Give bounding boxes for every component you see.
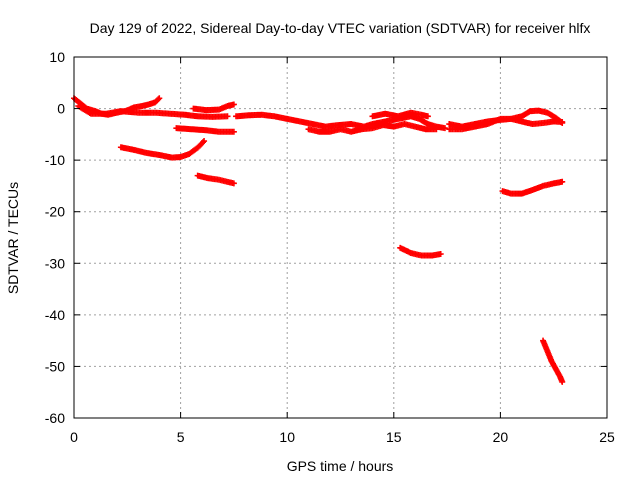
data-point [559, 120, 566, 127]
data-point [433, 126, 440, 133]
plot-frame [73, 56, 608, 419]
y-tick-label: -20 [45, 204, 65, 220]
x-axis-ticks: 0 5 10 15 20 25 [70, 57, 615, 445]
data-point [559, 178, 566, 185]
data-point [230, 128, 237, 135]
data-point [224, 113, 231, 120]
y-tick-label: 0 [57, 101, 65, 117]
data-point [558, 119, 565, 126]
x-tick-label: 25 [599, 429, 615, 445]
y-axis-label: SDTVAR / TECUs [5, 182, 21, 294]
data-point [230, 180, 237, 187]
x-tick-label: 10 [279, 429, 295, 445]
data-point [201, 138, 208, 145]
chart-title: Day 129 of 2022, Sidereal Day-to-day VTE… [90, 20, 591, 36]
data-point [559, 378, 566, 385]
data-point [437, 251, 444, 258]
data-point [199, 139, 206, 146]
x-tick-label: 0 [70, 429, 78, 445]
data-point [156, 95, 163, 102]
y-tick-label: -40 [45, 307, 65, 323]
x-tick-label: 5 [177, 429, 185, 445]
y-axis-ticks: 10 0 -10 -20 -30 -40 -50 -60 [45, 49, 607, 426]
y-tick-label: -10 [45, 152, 65, 168]
y-tick-label: 10 [49, 49, 65, 65]
data-point [230, 101, 237, 108]
x-axis-label: GPS time / hours [287, 458, 394, 474]
data-point [424, 113, 431, 120]
data-points [71, 95, 566, 385]
y-tick-label: -30 [45, 255, 65, 271]
x-tick-label: 20 [493, 429, 509, 445]
x-tick-label: 15 [386, 429, 402, 445]
y-tick-label: -50 [45, 358, 65, 374]
data-point [155, 96, 162, 103]
data-point [441, 125, 448, 132]
y-tick-label: -60 [45, 410, 65, 426]
